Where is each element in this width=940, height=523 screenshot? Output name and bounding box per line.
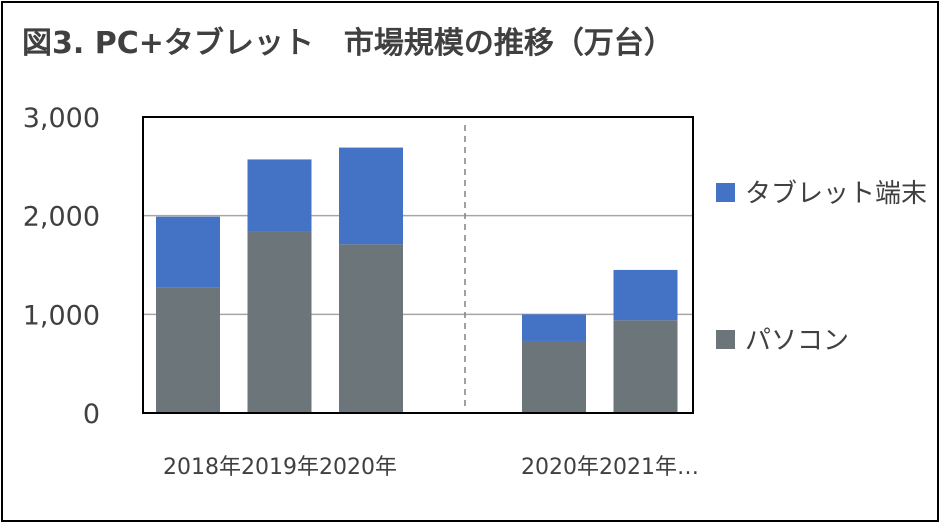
legend-swatch [716,330,735,349]
x-category-label: 2018年2019年2020年 [163,455,397,480]
bar-tablet [156,216,220,288]
legend-label: パソコン [745,326,849,356]
legend-swatch [716,183,735,202]
chart-title: 図3. PC+タブレット 市場規模の推移（万台） [22,26,674,61]
y-axis-ticks: 0 1,000 2,000 3,000 [23,103,100,430]
grid-layer [143,116,693,414]
bar-tablet [613,269,678,321]
legend-item: パソコン [716,326,849,356]
y-tick-label: 2,000 [23,202,100,233]
bar-pc [339,244,403,413]
legend-item: タブレット端末 [716,179,927,209]
bar-pc [156,287,220,413]
bar-layer [156,147,678,413]
x-category-label: 2020年2021年… [521,455,699,480]
x-axis-labels: 2018年2019年2020年 2020年2021年… [163,455,699,480]
bar-pc [247,231,312,413]
bar-tablet [339,147,403,245]
bar-tablet [247,159,312,232]
bar-tablet [522,314,586,341]
bar-pc [522,340,586,413]
y-tick-label: 3,000 [23,103,100,134]
legend-label: タブレット端末 [745,179,927,209]
y-tick-label: 1,000 [23,300,100,331]
plot-area-border [142,116,694,414]
bar-pc [613,320,678,413]
y-tick-label: 0 [83,399,100,430]
